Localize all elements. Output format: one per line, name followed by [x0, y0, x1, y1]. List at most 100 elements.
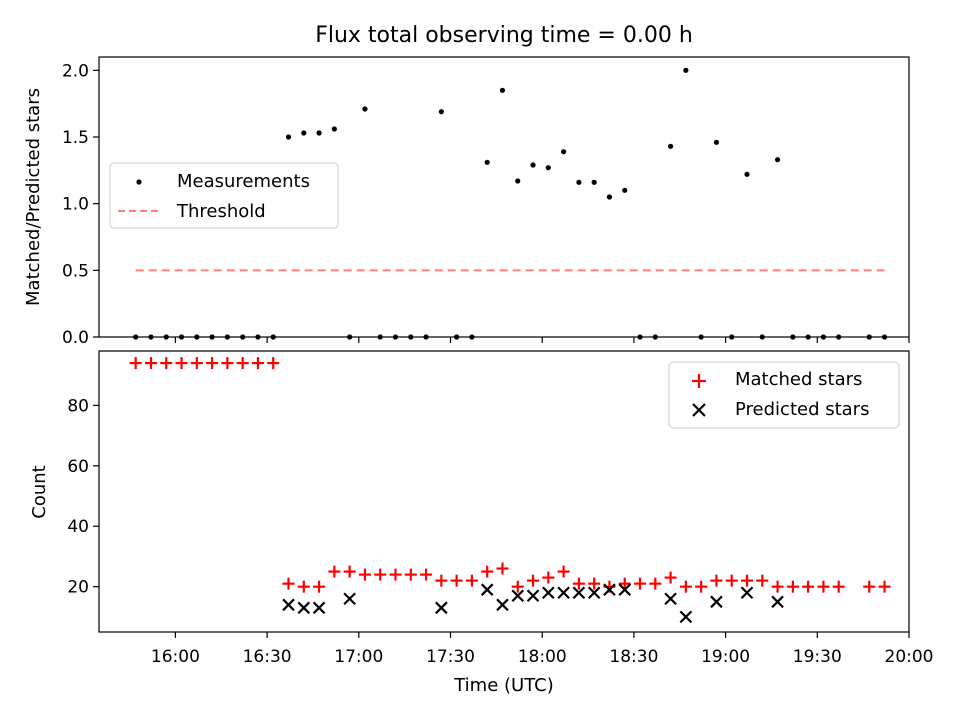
y-tick-label: 0.5 — [62, 261, 89, 281]
y-tick-label: 20 — [67, 578, 89, 598]
matched-stars-point — [786, 580, 799, 593]
count-axes-frame — [98, 350, 910, 633]
predicted-stars-point — [480, 583, 494, 596]
predicted-stars-point — [282, 598, 295, 612]
matched-stars-point — [878, 580, 891, 593]
matched-stars-point — [817, 580, 830, 593]
measurements-point — [301, 130, 307, 136]
count-y-ticks: 20 40 60 80 — [67, 396, 99, 598]
matched-stars-point — [374, 568, 387, 581]
matched-stars-point — [435, 574, 448, 587]
x-tick-label: 17:30 — [426, 647, 475, 667]
matched-stars-point — [328, 565, 341, 578]
y-tick-label: 1.0 — [62, 195, 89, 215]
matched-stars-point — [175, 357, 188, 370]
matched-stars-point — [802, 580, 815, 593]
matched-stars-point — [221, 357, 234, 370]
matched-stars-point — [863, 580, 876, 593]
measurements-point — [713, 139, 720, 145]
measurements-point — [561, 149, 567, 155]
ratio-y-ticks: 0.0 0.5 1.0 1.5 2.0 — [62, 61, 99, 348]
predicted-stars-point — [679, 610, 693, 624]
measurements-point — [744, 171, 750, 177]
matched-stars-point — [664, 571, 677, 584]
matched-stars-point — [251, 357, 264, 370]
count-y-axis-label: Count — [29, 465, 50, 518]
matched-stars-point — [297, 580, 310, 593]
predicted-stars-point — [435, 601, 448, 615]
measurements-point — [285, 134, 292, 140]
measurements-point — [545, 165, 551, 171]
measurements-point — [667, 143, 674, 149]
ratio-panel: 0.00.51.01.52.0 Matched/Predicted stars … — [23, 56, 910, 348]
matched-stars-point — [358, 568, 371, 581]
measurements-point — [606, 194, 613, 200]
measurements-point — [622, 187, 628, 193]
measurements-point — [331, 126, 337, 132]
predicted-stars-point — [618, 583, 632, 596]
matched-stars-point — [236, 357, 249, 370]
y-tick-label: 80 — [67, 396, 89, 416]
matched-stars-point — [465, 574, 478, 587]
x-tick-label: 19:30 — [793, 647, 842, 667]
predicted-stars-point — [664, 592, 677, 606]
matched-stars-point — [634, 577, 647, 590]
matched-stars-point — [129, 357, 142, 370]
matched-stars-point — [618, 577, 631, 590]
measurements-point — [362, 106, 368, 112]
legend-predicted-label: Predicted stars — [735, 399, 869, 420]
measurements-point — [438, 109, 444, 115]
matched-stars-point — [572, 577, 585, 590]
matched-stars-point — [725, 574, 738, 587]
ratio-legend-box — [109, 162, 339, 229]
legend-predicted-marker — [692, 403, 706, 417]
ratio-axes-frame — [98, 56, 910, 338]
matched-stars-point — [679, 580, 692, 593]
legend-matched-label: Matched stars — [735, 369, 862, 390]
count-legend: Matched stars Predicted stars — [668, 361, 900, 429]
matched-stars-point — [343, 565, 356, 578]
predicted-stars-point — [526, 589, 540, 603]
y-tick-label: 1.5 — [62, 128, 89, 148]
x-tick-label: 16:00 — [151, 647, 200, 667]
measurements-point — [316, 130, 322, 136]
chart-title: Flux total observing time = 0.00 h — [315, 23, 693, 48]
matched-stars-point — [481, 565, 494, 578]
predicted-stars-point — [740, 586, 754, 599]
count-marks — [129, 357, 891, 624]
matched-stars-point — [741, 574, 753, 587]
ratio-y-axis-label: Matched/Predicted stars — [23, 88, 44, 306]
matched-stars-point — [511, 580, 524, 593]
matched-stars-point — [420, 568, 433, 581]
matched-stars-point — [267, 357, 280, 370]
count-x-ticks: 16:00 16:30 17:00 17:30 18:00 18:30 19:00 19:30… — [151, 632, 934, 667]
x-axis-label: Time (UTC) — [453, 675, 554, 696]
legend-threshold-label: Threshold — [176, 201, 266, 222]
y-tick-label: 60 — [67, 457, 89, 477]
matched-stars-point — [313, 580, 326, 593]
measurements-point — [591, 179, 597, 185]
predicted-stars-point — [297, 601, 311, 615]
matched-stars-point — [557, 565, 570, 578]
measurements-point — [499, 87, 506, 93]
matched-stars-point — [756, 574, 769, 587]
legend-measurements-marker — [136, 179, 142, 185]
predicted-stars-point — [710, 595, 723, 609]
matched-stars-point — [832, 580, 845, 593]
measurements-point — [515, 178, 521, 184]
matched-stars-point — [190, 357, 203, 370]
predicted-stars-point — [496, 598, 509, 612]
count-legend-box — [668, 361, 900, 429]
matched-stars-point — [649, 577, 662, 590]
x-tick-label: 18:00 — [518, 647, 567, 667]
matched-stars-point — [542, 571, 555, 584]
matched-stars-point — [389, 568, 402, 581]
predicted-stars-point — [771, 595, 784, 609]
matched-stars-point — [160, 357, 173, 370]
ratio-x-ticks — [174, 337, 910, 343]
matched-stars-point — [144, 357, 157, 370]
matched-stars-point — [588, 577, 601, 590]
measurements-point — [683, 67, 689, 73]
